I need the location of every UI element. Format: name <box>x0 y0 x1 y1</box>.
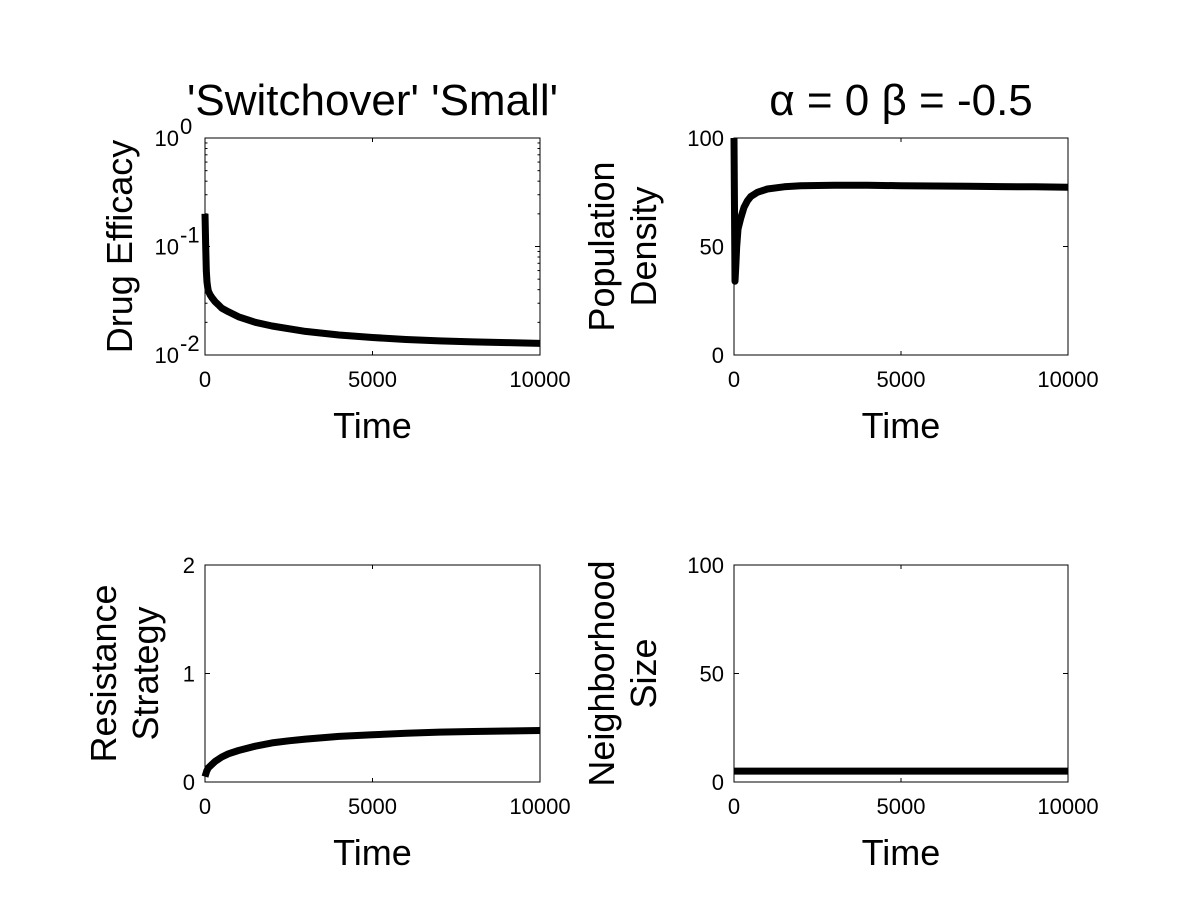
y-axis-label: ResistanceStrategy <box>83 584 166 762</box>
x-tick-label: 0 <box>728 367 740 392</box>
y-tick-exponent: 0 <box>180 114 192 139</box>
y-axis-label: NeighborhoodSize <box>581 560 664 786</box>
series-line <box>201 727 541 778</box>
chart-panel-4: 0 5000 10000 0 50 100 Time NeighborhoodSize <box>581 553 1099 873</box>
chart-title: 'Switchover' 'Small' <box>187 76 558 125</box>
x-axis-label: Time <box>862 832 941 873</box>
y-tick-label: 10 <box>155 235 179 260</box>
y-axis-label-line: Drug Efficacy <box>99 140 140 353</box>
x-tick-label: 0 <box>199 367 211 392</box>
x-tick-label: 10000 <box>1037 794 1098 819</box>
y-tick-exponent: -1 <box>180 223 200 248</box>
x-tick-label: 10000 <box>509 367 570 392</box>
x-tick-label: 10000 <box>509 794 570 819</box>
y-axis-label-line: Strategy <box>125 606 166 740</box>
chart-title: α = 0 β = -0.5 <box>769 76 1033 125</box>
y-tick-label: 100 <box>687 553 724 578</box>
x-tick-label: 5000 <box>348 367 397 392</box>
y-tick-label: 10 <box>155 343 179 368</box>
y-axis-label-line: Population <box>581 161 622 331</box>
y-tick-label: 50 <box>700 662 724 687</box>
y-axis-label: PopulationDensity <box>581 161 664 331</box>
y-tick-label: 2 <box>183 553 195 578</box>
x-axis-label: Time <box>333 832 412 873</box>
y-tick-label: 0 <box>183 770 195 795</box>
axes-frame <box>733 564 1069 783</box>
chart-panel-3: 0 5000 10000 0 1 2 Time ResistanceStrategy <box>83 553 571 873</box>
x-tick-label: 5000 <box>348 794 397 819</box>
y-axis-label-line: Size <box>623 638 664 708</box>
x-tick-label: 0 <box>728 794 740 819</box>
series-line <box>730 137 1069 285</box>
y-axis-label: Drug Efficacy <box>99 140 140 353</box>
x-tick-label: 0 <box>199 794 211 819</box>
y-axis-label-line: Density <box>623 186 664 306</box>
y-tick-label: 1 <box>183 662 195 687</box>
series-line <box>201 213 541 347</box>
x-axis-label: Time <box>333 405 412 446</box>
y-tick-label: 0 <box>712 343 724 368</box>
x-tick-label: 5000 <box>877 367 926 392</box>
axes-frame <box>733 137 1069 356</box>
y-tick-label: 100 <box>687 126 724 151</box>
y-axis-label-line: Resistance <box>83 584 124 762</box>
y-tick-exponent: -2 <box>180 331 200 356</box>
x-axis-label: Time <box>862 405 941 446</box>
y-tick-label: 10 <box>155 126 179 151</box>
x-tick-label: 10000 <box>1037 367 1098 392</box>
y-tick-label: 0 <box>712 770 724 795</box>
x-tick-label: 5000 <box>877 794 926 819</box>
y-tick-label: 50 <box>700 235 724 260</box>
y-axis-label-line: Neighborhood <box>581 560 622 786</box>
chart-panel-2: 0 5000 10000 0 50 100 Time PopulationDensity α =… <box>581 76 1099 446</box>
